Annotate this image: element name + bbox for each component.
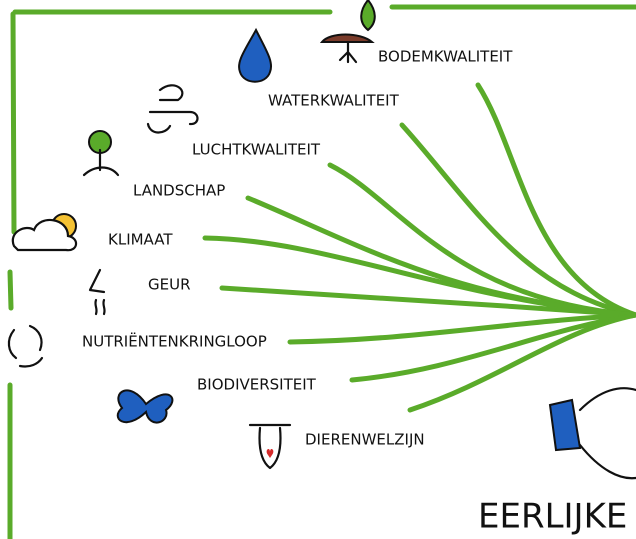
label: KLIMAAT — [108, 231, 173, 249]
label: BODEMKWALITEIT — [378, 48, 513, 66]
labels: BODEMKWALITEIT WATERKWALITEIT LUCHTKWALI… — [82, 48, 636, 537]
branches — [205, 85, 636, 410]
label: WATERKWALITEIT — [268, 92, 400, 110]
label: BIODIVERSITEIT — [197, 376, 317, 394]
label: GEUR — [148, 276, 191, 294]
label: LANDSCHAP — [133, 182, 225, 200]
label: LUCHTKWALITEIT — [192, 141, 321, 159]
label: DIERENWELZIJN — [305, 431, 425, 449]
icons — [9, 0, 636, 478]
label: NUTRIËNTENKRINGLOOP — [82, 332, 267, 351]
illustration: BODEMKWALITEIT WATERKWALITEIT LUCHTKWALI… — [0, 0, 636, 539]
footer-title: EERLIJKE M — [478, 497, 636, 537]
